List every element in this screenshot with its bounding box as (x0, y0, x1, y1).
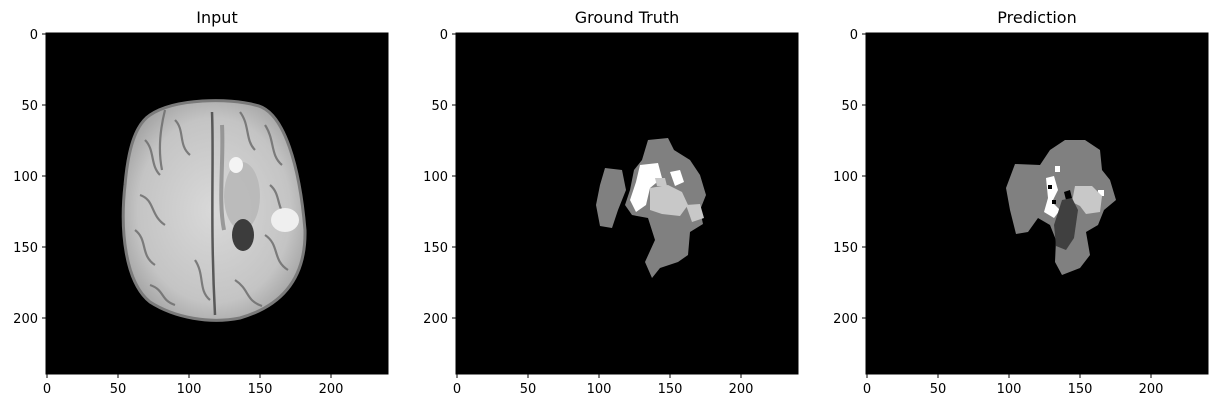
x-tick-label: 100 (177, 382, 202, 397)
prediction-mask (1006, 140, 1116, 275)
panel-input: Input (13, 8, 389, 397)
x-tick-labels: 0 50 100 150 200 (43, 382, 344, 397)
y-tick-label: 50 (431, 99, 448, 114)
axes-frame (45, 32, 389, 375)
x-tick-label: 150 (248, 382, 273, 397)
y-tick-label: 0 (440, 28, 448, 43)
y-tick-label: 100 (833, 170, 858, 185)
tick-marks (862, 33, 1152, 378)
x-tick-label: 0 (863, 382, 871, 397)
x-tick-label: 100 (587, 382, 612, 397)
x-tick-labels: 0 50 100 150 200 (453, 382, 754, 397)
x-tick-labels: 0 50 100 150 200 (863, 382, 1164, 397)
x-tick-label: 150 (658, 382, 683, 397)
x-tick-label: 50 (520, 382, 537, 397)
y-tick-label: 0 (30, 28, 38, 43)
y-tick-label: 100 (423, 170, 448, 185)
panel-title: Input (196, 8, 237, 27)
brain-mri-image (121, 99, 307, 322)
y-tick-labels: 0 50 100 150 200 (13, 28, 38, 327)
y-tick-label: 50 (21, 99, 38, 114)
tick-marks (42, 33, 332, 378)
y-tick-label: 150 (13, 241, 38, 256)
y-tick-label: 200 (13, 312, 38, 327)
y-tick-label: 150 (423, 241, 448, 256)
x-tick-label: 0 (453, 382, 461, 397)
x-tick-label: 200 (319, 382, 344, 397)
x-tick-label: 200 (729, 382, 754, 397)
y-tick-label: 0 (850, 28, 858, 43)
tick-marks (452, 33, 742, 378)
y-tick-label: 200 (833, 312, 858, 327)
ground-truth-mask (596, 138, 706, 278)
panel-ground-truth: Ground Truth 0 50 100 (423, 8, 799, 397)
panel-title: Ground Truth (575, 8, 680, 27)
y-tick-label: 50 (841, 99, 858, 114)
y-tick-labels: 0 50 100 150 200 (423, 28, 448, 327)
panel-title: Prediction (997, 8, 1076, 27)
x-tick-label: 0 (43, 382, 51, 397)
y-tick-label: 150 (833, 241, 858, 256)
y-tick-label: 100 (13, 170, 38, 185)
panel-prediction: Prediction 0 (833, 8, 1209, 397)
y-tick-labels: 0 50 100 150 200 (833, 28, 858, 327)
x-tick-label: 50 (110, 382, 127, 397)
x-tick-label: 150 (1068, 382, 1093, 397)
axes-frame (865, 32, 1209, 375)
x-tick-label: 50 (930, 382, 947, 397)
axes-frame (455, 32, 799, 375)
y-tick-label: 200 (423, 312, 448, 327)
x-tick-label: 100 (997, 382, 1022, 397)
x-tick-label: 200 (1139, 382, 1164, 397)
